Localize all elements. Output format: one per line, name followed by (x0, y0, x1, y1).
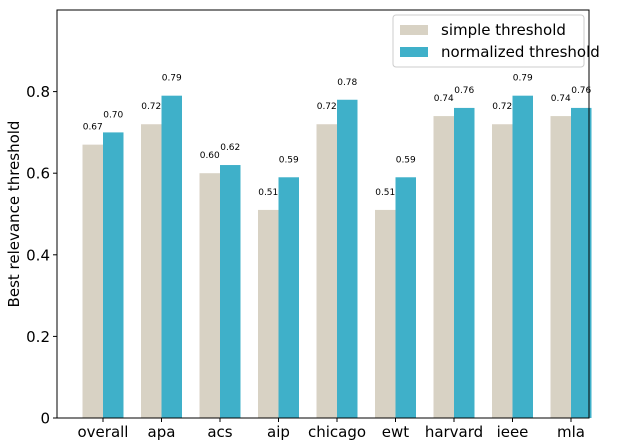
data-label-aip-simple-threshold: 0.51 (258, 188, 278, 198)
bar-ewt-simple-threshold (375, 209, 396, 418)
bars-layer (82, 95, 592, 419)
y-tick-label-0.6: 0.6 (26, 165, 50, 183)
data-labels-layer: 0.670.70 0.72 0.79 0.600.62 0.51 0.59 0.72 0.78… (83, 74, 592, 198)
data-label-acs-normalized-threshold: 0.62 (220, 143, 240, 153)
y-tick-label-0.4: 0.4 (26, 246, 50, 264)
data-label-harvard-normalized-threshold: 0.76 (454, 86, 474, 96)
x-tick-label-mla: mla (557, 423, 585, 441)
bar-harvard-simple-threshold (433, 116, 454, 418)
bar-acs-simple-threshold (199, 173, 220, 418)
x-tick-label-ieee: ieee (497, 423, 529, 441)
data-label-harvard-simple-threshold: 0.74 (434, 94, 454, 104)
data-label-mla-normalized-threshold: 0.76 (571, 86, 591, 96)
bar-aip-normalized-threshold (278, 177, 299, 418)
y-tick-label-0.8: 0.8 (26, 83, 50, 101)
x-tick-label-aip: aip (267, 423, 290, 441)
bar-chicago-simple-threshold (316, 124, 337, 419)
data-label-ewt-simple-threshold: 0.51 (375, 188, 395, 198)
legend-swatch-normalized-threshold (400, 47, 428, 57)
plot-frame (56, 9, 590, 419)
data-label-chicago-normalized-threshold: 0.78 (337, 78, 357, 88)
data-label-ieee-normalized-threshold: 0.79 (513, 74, 533, 84)
bar-apa-normalized-threshold (161, 95, 182, 419)
y-tick-label-0.2: 0.2 (26, 328, 50, 346)
bar-apa-simple-threshold (141, 124, 162, 419)
y-axis-title: Best relevance threshold (5, 121, 23, 308)
bar-harvard-normalized-threshold (454, 107, 475, 419)
x-tick-label-overall: overall (78, 423, 129, 441)
bar-mla-normalized-threshold (571, 107, 592, 419)
legend-label-simple-threshold: simple threshold (441, 21, 566, 39)
data-label-ewt-normalized-threshold: 0.59 (396, 155, 416, 165)
data-label-acs-simple-threshold: 0.60 (200, 151, 220, 161)
bar-acs-normalized-threshold (220, 165, 241, 418)
ticks-layer: overall apa acs aip chicago ewt harvard ieee mla… (26, 83, 585, 441)
x-tick-label-ewt: ewt (382, 423, 409, 441)
bar-chicago-normalized-threshold (337, 99, 358, 418)
x-tick-label-harvard: harvard (425, 423, 483, 441)
legend: simple threshold normalized threshold (392, 14, 600, 68)
data-label-overall-simple-threshold: 0.67 (83, 123, 103, 133)
data-label-ieee-simple-threshold: 0.72 (492, 102, 512, 112)
bar-ewt-normalized-threshold (395, 177, 416, 418)
bar-ieee-simple-threshold (492, 124, 513, 419)
bar-overall-simple-threshold (82, 144, 103, 418)
bar-aip-simple-threshold (258, 209, 279, 418)
legend-label-normalized-threshold: normalized threshold (441, 43, 600, 61)
y-tick-label-0: 0 (40, 410, 50, 428)
x-tick-label-apa: apa (148, 423, 176, 441)
data-label-overall-normalized-threshold: 0.70 (103, 110, 123, 120)
legend-box (392, 14, 585, 68)
x-tick-label-chicago: chicago (308, 423, 366, 441)
bar-mla-simple-threshold (550, 116, 571, 418)
bar-overall-normalized-threshold (103, 132, 124, 418)
data-label-mla-simple-threshold: 0.74 (551, 94, 571, 104)
data-label-aip-normalized-threshold: 0.59 (279, 155, 299, 165)
legend-swatch-simple-threshold (400, 25, 428, 35)
x-tick-label-acs: acs (207, 423, 232, 441)
data-label-apa-simple-threshold: 0.72 (141, 102, 161, 112)
data-label-apa-normalized-threshold: 0.79 (162, 74, 182, 84)
bar-ieee-normalized-threshold (512, 95, 533, 419)
data-label-chicago-simple-threshold: 0.72 (317, 102, 337, 112)
